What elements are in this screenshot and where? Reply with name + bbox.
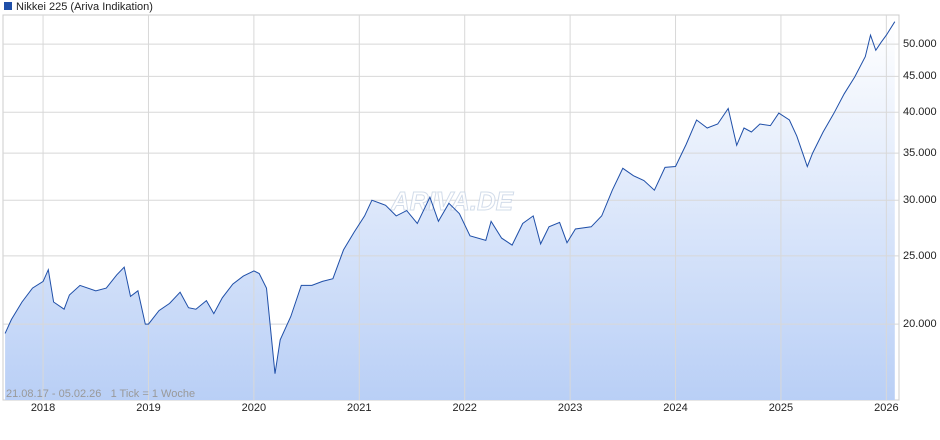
y-tick-label: 25.000 [903,250,937,262]
x-tick-label: 2018 [31,402,55,414]
y-tick-label: 50.000 [903,38,937,50]
watermark: ARIVA.DE [390,186,514,216]
x-tick-label: 2025 [769,402,793,414]
area-fill [5,21,895,400]
footnote: 21.08.17 - 05.02.26 1 Tick = 1 Woche [6,388,195,400]
x-tick-label: 2022 [452,402,476,414]
x-tick-label: 2024 [663,402,687,414]
y-tick-label: 45.000 [903,70,937,82]
x-tick-label: 2019 [136,402,160,414]
x-tick-label: 2020 [242,402,266,414]
x-tick-label: 2023 [558,402,582,414]
y-tick-label: 20.000 [903,318,937,330]
price-line [4,21,896,374]
x-tick-label: 2021 [347,402,371,414]
legend-swatch [4,2,12,10]
y-tick-label: 30.000 [903,194,937,206]
y-tick-label: 35.000 [903,147,937,159]
legend-label: Nikkei 225 (Ariva Indikation) [16,1,153,13]
x-tick-label: 2026 [874,402,898,414]
y-tick-label: 40.000 [903,106,937,118]
